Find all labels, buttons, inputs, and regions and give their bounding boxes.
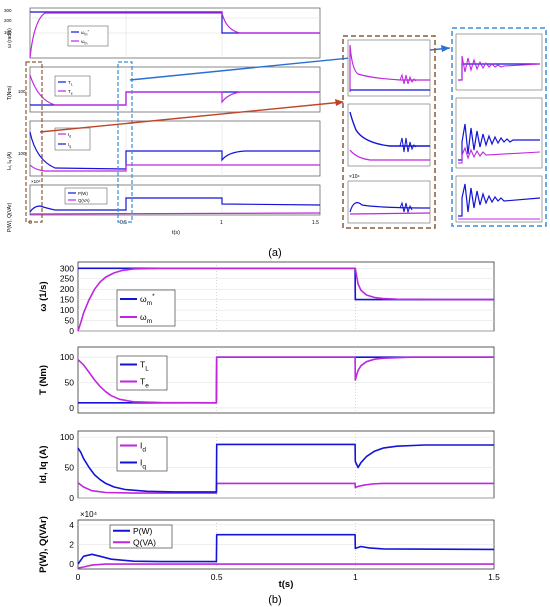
- svg-text:Te: Te: [68, 89, 73, 96]
- legend-label: ωm: [140, 312, 152, 325]
- y-tick-label: 4: [69, 520, 74, 530]
- series-line-Iq: [77, 443, 494, 493]
- zoom-startup: ×10⁴: [342, 35, 436, 229]
- legend-box: [116, 289, 176, 327]
- y-tick-label: 250: [60, 274, 74, 284]
- svg-text:Q(VA): Q(VA): [78, 198, 90, 203]
- y-tick-label: 0: [69, 493, 74, 503]
- svg-text:1.5: 1.5: [312, 220, 319, 226]
- legend-label: TL: [140, 360, 149, 373]
- y-tick-label: 150: [60, 295, 74, 305]
- y-tick-label: 300: [60, 263, 74, 273]
- y-axis-label: P(W), Q(VAr): [38, 516, 49, 573]
- y-axis-label: Id, Iq (A): [38, 446, 49, 484]
- y-axis-label: T (Nm): [38, 365, 49, 395]
- legend-box: [116, 355, 168, 391]
- small-panel-power: P(W) Q(VA) P(W), Q(VAr) ×10⁴ 0 0.5 1 1.5…: [7, 179, 321, 236]
- x-tick-label: 0.5: [211, 572, 223, 582]
- small-panel-speed: ωm* ωm 300 200 100 ω (rad/s): [4, 7, 321, 59]
- x-tick-label: 1: [353, 572, 358, 582]
- svg-text:300: 300: [4, 8, 12, 13]
- svg-text:P(W): P(W): [78, 191, 88, 196]
- svg-text:0.5: 0.5: [120, 220, 127, 226]
- x-tick-label: 0: [76, 572, 81, 582]
- svg-text:100: 100: [18, 151, 26, 156]
- y-tick-label: 200: [60, 284, 74, 294]
- legend-label: Te: [140, 377, 149, 390]
- chart-torque: 0 50 100 T (Nm) TL Te: [38, 346, 495, 414]
- svg-text:TL: TL: [68, 80, 73, 87]
- series-line-m: [77, 267, 494, 332]
- series-line-Id: [77, 482, 494, 494]
- svg-text:T(Nm): T(Nm): [7, 86, 13, 100]
- y-tick-label: 50: [65, 463, 75, 473]
- svg-text:0: 0: [29, 220, 32, 226]
- small-speed-line: [29, 12, 320, 59]
- svg-text:×10⁴: ×10⁴: [31, 179, 41, 184]
- x-tick-label: 1.5: [488, 572, 500, 582]
- svg-text:×10⁴: ×10⁴: [349, 174, 360, 180]
- svg-text:100: 100: [18, 89, 26, 94]
- legend-label: Iq: [140, 458, 146, 471]
- small-speed-legend-ref-label: ωm*: [81, 30, 89, 37]
- small-speed-ylabel: ω (rad/s): [7, 28, 13, 48]
- series-line-Te: [77, 356, 494, 404]
- y-tick-label: 100: [60, 352, 74, 362]
- series-line-QVA: [77, 563, 494, 569]
- y-tick-label: 100: [60, 432, 74, 442]
- svg-text:Iq: Iq: [68, 142, 71, 149]
- svg-text:Id, Iq (A): Id, Iq (A): [7, 152, 13, 170]
- y-tick-label: 0: [69, 403, 74, 413]
- svg-text:t(s): t(s): [172, 230, 180, 236]
- subfigure-a: ωm* ωm 300 200 100 ω (rad/s) TL Te T(Nm)…: [4, 7, 547, 259]
- svg-text:Id: Id: [68, 132, 71, 139]
- caption-a: (a): [268, 247, 281, 259]
- y-axis-label: ω (1/s): [38, 281, 49, 311]
- axis-multiplier: ×10⁴: [80, 510, 98, 519]
- x-axis-label: t(s): [279, 579, 294, 590]
- legend-label: ωm*: [140, 293, 155, 307]
- zoom-load-step: [451, 27, 547, 227]
- y-tick-label: 0: [69, 326, 74, 336]
- y-tick-label: 50: [65, 316, 75, 326]
- red-arrow: [39, 101, 344, 133]
- legend-box: [116, 436, 168, 472]
- small-current-legend: [54, 127, 91, 151]
- startup-highlight: [25, 61, 43, 223]
- small-speed-legend-label: ωm: [81, 39, 88, 46]
- svg-text:200: 200: [4, 18, 12, 23]
- y-tick-label: 50: [65, 378, 75, 388]
- svg-text:100: 100: [4, 30, 12, 35]
- chart-power: 0 2 4 0 0.5 1 1.5 t(s) ×10⁴ P(W), Q(VAr) P(W)Q(VA): [38, 510, 500, 590]
- y-tick-label: 100: [60, 305, 74, 315]
- caption-b: (b): [268, 594, 281, 606]
- small-panel-current: Id Iq Id, Iq (A) 100: [7, 120, 321, 177]
- legend-label: Id: [140, 441, 146, 454]
- legend-label: P(W): [133, 526, 153, 536]
- series-line-PW: [77, 533, 495, 565]
- chart-current: 0 50 100 Id, Iq (A) Id Iq: [38, 430, 495, 503]
- svg-text:1: 1: [220, 220, 223, 226]
- svg-text:P(W), Q(VAr): P(W), Q(VAr): [7, 202, 13, 232]
- legend-label: Q(VA): [133, 537, 156, 547]
- y-tick-label: 2: [69, 540, 74, 550]
- y-tick-label: 0: [69, 559, 74, 569]
- small-panel-torque: TL Te T(Nm) 100: [7, 66, 321, 113]
- step-highlight: [117, 61, 133, 223]
